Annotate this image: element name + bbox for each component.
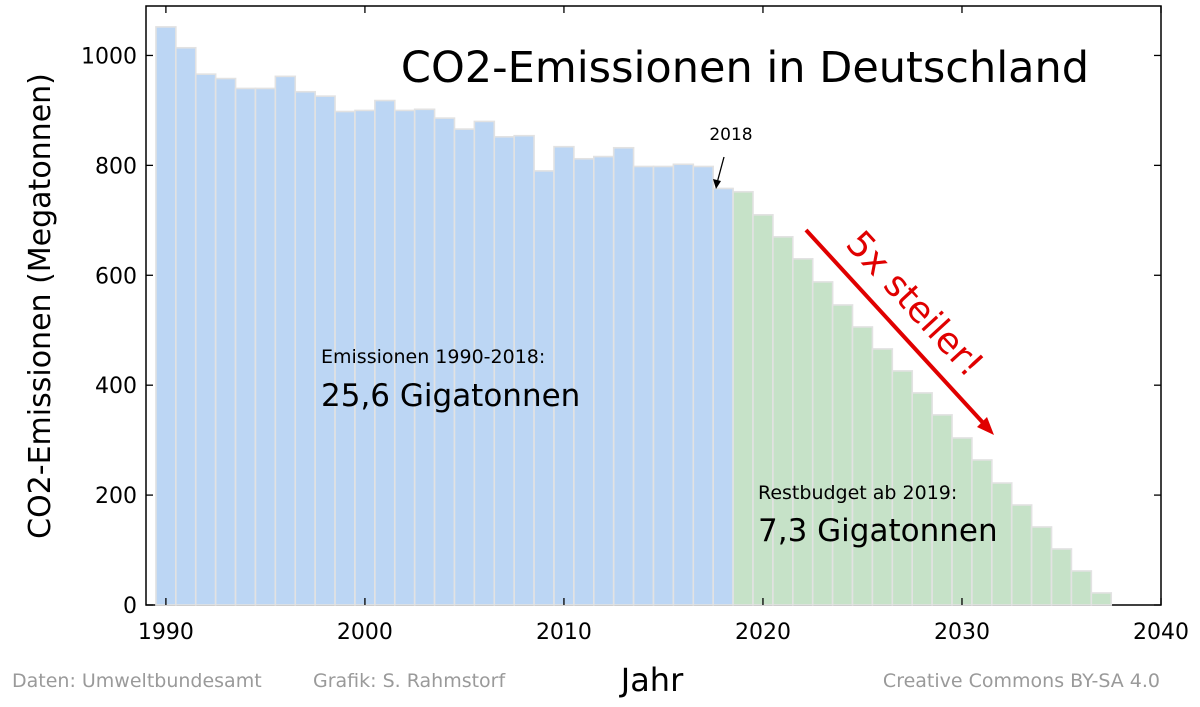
right-value: 7,3 Gigatonnen [758, 513, 998, 549]
x-axis-label: Jahr [619, 661, 684, 699]
x-tick-label-2000: 2000 [337, 620, 393, 645]
y-tick-label-400: 400 [95, 374, 137, 399]
label-2018: 2018 [709, 125, 752, 145]
bar-1993 [214, 77, 237, 606]
bar-2033 [1010, 504, 1033, 606]
bar-2008 [513, 134, 535, 606]
x-tick-label-1990: 1990 [138, 620, 194, 645]
bar-1992 [194, 73, 217, 606]
x-tick-label-2010: 2010 [536, 620, 592, 645]
axes: 0 200 400 600 800 1000 1990 2000 2010 2020 2030 204… [81, 6, 1189, 645]
bar-2010 [553, 145, 575, 606]
bar-2017 [692, 165, 715, 606]
left-caption: Emissionen 1990-2018: [321, 346, 546, 368]
right-caption: Restbudget ab 2019: [758, 482, 958, 504]
bar-2012 [592, 155, 615, 606]
y-tick-label-200: 200 [95, 484, 137, 509]
bar-2007 [493, 135, 515, 606]
bar-2025 [851, 326, 874, 606]
bar-2029 [931, 414, 953, 606]
bar-2019 [732, 190, 754, 606]
steeper-arrow-head [977, 417, 994, 435]
bar-1991 [175, 46, 197, 606]
bar-2018 [712, 187, 734, 606]
data-source: Daten: Umweltbundesamt [12, 670, 262, 692]
label-2018-pointer [716, 156, 725, 184]
bar-2013 [612, 146, 635, 606]
license: Creative Commons BY-SA 4.0 [882, 670, 1160, 692]
bar-2016 [672, 163, 695, 606]
bar-2026 [871, 348, 894, 606]
x-tick-label-2020: 2020 [735, 620, 791, 645]
bar-2037 [1090, 592, 1113, 606]
left-value: 25,6 Gigatonnen [321, 378, 581, 414]
y-tick-label-600: 600 [95, 264, 137, 289]
bar-2014 [632, 165, 655, 606]
bar-1994 [234, 87, 257, 606]
x-tick-label-2030: 2030 [934, 620, 990, 645]
bar-2021 [772, 236, 794, 606]
label-2018-pointer-head [713, 179, 721, 189]
bar-2034 [1030, 526, 1053, 606]
y-axis-label: CO2-Emissionen (Megatonnen) [23, 73, 58, 539]
graphic-credit: Grafik: S. Rahmstorf [313, 670, 506, 692]
x-tick-label-2040: 2040 [1133, 620, 1189, 645]
bar-2036 [1070, 570, 1093, 606]
bar-2023 [811, 281, 834, 606]
y-tick-label-800: 800 [95, 154, 137, 179]
bar-1995 [254, 87, 277, 606]
bar-2022 [792, 257, 814, 606]
bar-2035 [1050, 548, 1073, 606]
bar-2024 [831, 304, 854, 606]
bar-1996 [274, 75, 297, 606]
y-tick-label-1000: 1000 [81, 44, 137, 69]
bar-2015 [652, 165, 675, 606]
bar-1990 [155, 26, 177, 606]
y-tick-label-0: 0 [123, 594, 137, 619]
steeper-arrow-line [804, 228, 988, 428]
bar-group [155, 26, 1113, 606]
chart-title: CO2-Emissionen in Deutschland [401, 43, 1089, 93]
bar-1997 [294, 90, 316, 606]
